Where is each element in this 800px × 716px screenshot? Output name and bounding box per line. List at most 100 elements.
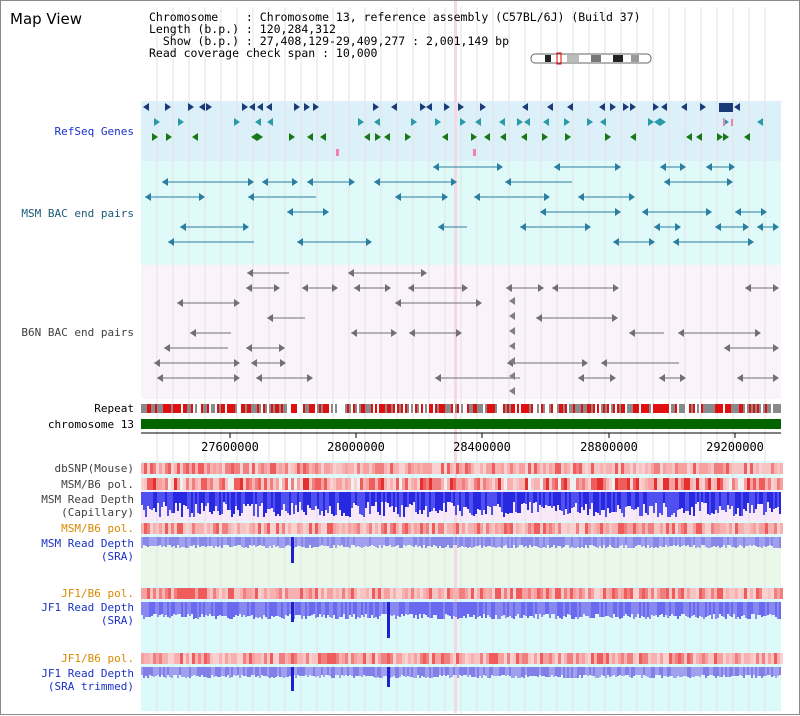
- msm-b6-pol-cell: [234, 478, 237, 490]
- jf1-b6-pol-cell: [291, 588, 294, 599]
- jf1-sra-depth: [661, 602, 663, 614]
- msm-b6-pol-cell: [558, 523, 561, 534]
- dbsnp-cell: [600, 463, 603, 474]
- jf1-sra-depth: [717, 602, 719, 618]
- msm-sra-depth: [179, 537, 181, 548]
- repeat-segment: [659, 404, 661, 413]
- dbsnp-cell: [354, 463, 357, 474]
- track-label-refseq[interactable]: RefSeq Genes: [54, 125, 134, 138]
- dbsnp-cell: [249, 463, 252, 474]
- jf1-sra-depth: [423, 602, 425, 614]
- jf1-sra-depth: [317, 602, 319, 617]
- msm-sra-depth: [173, 537, 175, 546]
- jf1-b6-pol-cell: [756, 588, 759, 599]
- track-label-b6n-bac[interactable]: B6N BAC end pairs: [21, 326, 134, 339]
- msm-sra-depth: [549, 537, 551, 548]
- msm-b6-pol-cell: [591, 478, 594, 490]
- msm-sra-depth: [679, 537, 681, 547]
- jf1-b6-pol-cell: [213, 588, 216, 599]
- dbsnp-cell: [306, 463, 309, 474]
- jf1-sra-depth: [691, 602, 693, 616]
- msm-capillary-depth: [631, 492, 633, 509]
- msm-b6-pol-cell: [660, 478, 663, 490]
- track-label-jf1-depth-sra[interactable]: JF1 Read Depth (SRA): [41, 601, 134, 627]
- msm-sra-depth: [477, 537, 479, 546]
- jf1-b6-pol-cell: [564, 588, 567, 599]
- msm-sra-depth: [473, 537, 475, 547]
- track-label-jf1-b6-pol-2[interactable]: JF1/B6 pol.: [61, 652, 134, 665]
- msm-b6-pol-cell: [345, 478, 348, 490]
- msm-b6-pol-cell: [549, 523, 552, 534]
- msm-b6-pol-cell: [378, 478, 381, 490]
- repeat-segment: [555, 404, 557, 413]
- msm-capillary-depth: [279, 492, 281, 516]
- track-label-msm-depth-sra[interactable]: MSM Read Depth (SRA): [41, 537, 134, 563]
- dbsnp-cell: [144, 463, 147, 474]
- jf1-sra-depth: [411, 602, 413, 614]
- msm-b6-pol-cell: [618, 523, 621, 534]
- jf1-trimmed-depth: [713, 667, 715, 676]
- jf1-sra-depth: [777, 602, 779, 619]
- jf1-b6-pol-cell: [675, 653, 678, 664]
- jf1-b6-pol-cell: [450, 588, 453, 599]
- jf1-sra-depth: [465, 602, 467, 618]
- jf1-b6-pol-cell: [741, 588, 744, 599]
- msm-b6-pol-cell: [678, 478, 681, 490]
- msm-capillary-depth: [635, 492, 637, 509]
- jf1-b6-pol-cell: [600, 653, 603, 664]
- track-label-msm-depth-capillary[interactable]: MSM Read Depth (Capillary): [41, 493, 134, 519]
- track-label-msm-b6-pol-1[interactable]: MSM/B6 pol.: [61, 478, 134, 491]
- msm-capillary-depth: [601, 492, 603, 510]
- dbsnp-cell: [378, 463, 381, 474]
- jf1-b6-pol-cell: [204, 653, 207, 664]
- jf1-b6-pol-cell: [165, 653, 168, 664]
- repeat-segment: [779, 404, 781, 413]
- jf1-trimmed-depth: [247, 667, 249, 677]
- jf1-sra-depth: [585, 602, 587, 616]
- msm-capillary-depth: [699, 492, 701, 511]
- jf1-b6-pol-cell: [693, 653, 696, 664]
- track-label-dbsnp[interactable]: dbSNP(Mouse): [54, 462, 134, 475]
- jf1-sra-depth: [247, 602, 249, 616]
- msm-bac-pair-end: [773, 223, 779, 231]
- msm-b6-pol-cell: [552, 478, 555, 490]
- track-label-msm-bac[interactable]: MSM BAC end pairs: [21, 207, 134, 220]
- b6n-bac-pair-end: [246, 284, 252, 292]
- msm-bac-pair-end: [613, 238, 619, 246]
- jf1-b6-pol-cell: [633, 653, 636, 664]
- repeat-segment: [689, 404, 691, 413]
- jf1-trimmed-depth: [481, 667, 483, 678]
- msm-sra-depth: [303, 537, 305, 547]
- msm-sra-depth: [185, 537, 187, 548]
- msm-b6-pol-cell: [435, 523, 438, 534]
- msm-b6-pol-cell: [666, 478, 669, 490]
- repeat-segment: [257, 404, 259, 413]
- msm-b6-pol-cell: [213, 523, 216, 534]
- track-label-msm-b6-pol-2[interactable]: MSM/B6 pol.: [61, 522, 134, 535]
- repeat-segment: [735, 404, 737, 413]
- repeat-segment: [213, 404, 215, 413]
- msm-b6-pol-cell: [495, 478, 498, 490]
- jf1-b6-pol-cell: [729, 588, 732, 599]
- jf1-sra-depth: [741, 602, 743, 616]
- dbsnp-cell: [777, 463, 780, 474]
- msm-sra-depth: [471, 537, 473, 548]
- msm-b6-pol-cell: [357, 478, 360, 490]
- jf1-b6-pol-cell: [297, 653, 300, 664]
- gene-feature: [564, 118, 570, 126]
- msm-sra-depth: [769, 537, 771, 545]
- track-label-jf1-depth-trimmed[interactable]: JF1 Read Depth (SRA trimmed): [41, 667, 134, 693]
- msm-capillary-depth: [361, 492, 363, 515]
- track-label-jf1-b6-pol-1[interactable]: JF1/B6 pol.: [61, 587, 134, 600]
- jf1-trimmed-depth: [499, 667, 501, 676]
- repeat-segment: [573, 404, 575, 413]
- repeat-segment: [287, 404, 289, 413]
- jf1-trimmed-depth: [477, 667, 479, 678]
- msm-b6-pol-cell: [537, 523, 540, 534]
- gene-feature: [442, 133, 448, 141]
- msm-capillary-depth: [651, 492, 653, 506]
- jf1-sra-depth: [321, 602, 323, 617]
- jf1-b6-pol-cell: [255, 588, 258, 599]
- msm-b6-pol-cell: [387, 478, 390, 490]
